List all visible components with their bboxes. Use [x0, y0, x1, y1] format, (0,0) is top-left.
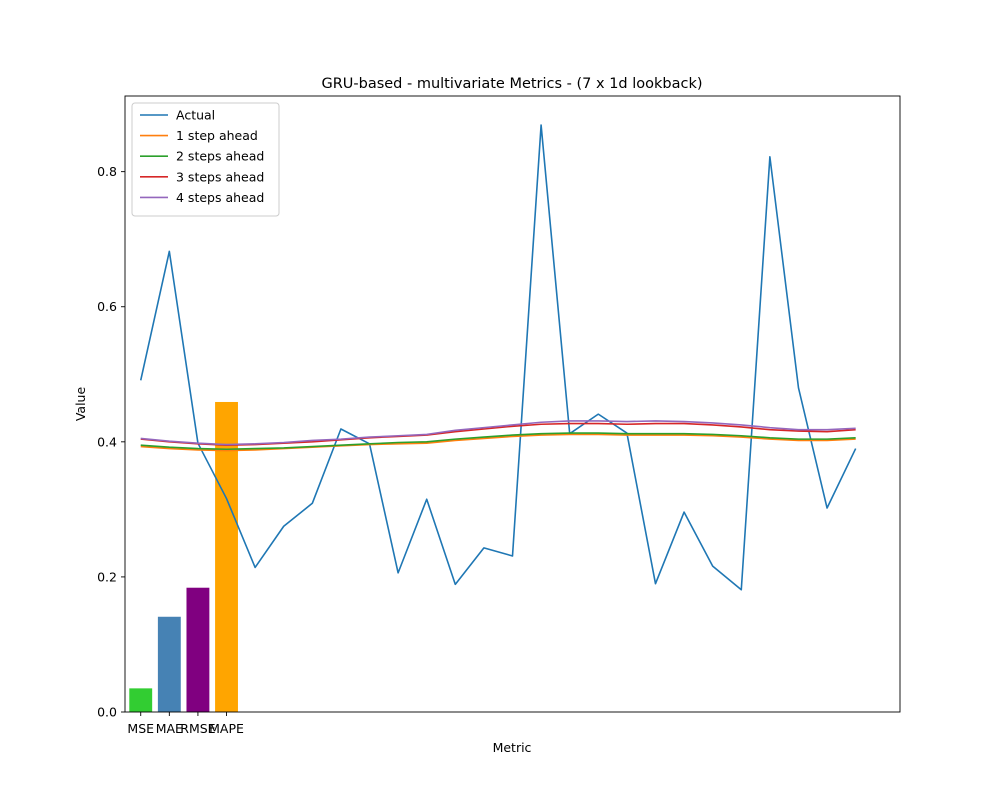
legend-box: [131, 102, 280, 217]
x-tick-label: MAPE: [209, 721, 244, 736]
bar-mae: [157, 616, 181, 712]
x-tick-label: RMSE: [180, 721, 215, 736]
series-line-3: [140, 432, 856, 451]
y-tick-label: 0.8: [97, 164, 117, 179]
x-tick-label: MSE: [127, 721, 154, 736]
legend-label-4: 3 steps ahead: [176, 169, 264, 184]
y-tick-label: 0.4: [97, 434, 117, 449]
x-tick-label: MAE: [156, 721, 183, 736]
legend-label-5: 4 steps ahead: [176, 190, 264, 205]
bar-mape: [215, 401, 238, 712]
x-axis-label: Metric: [493, 740, 532, 755]
y-tick-label: 0.6: [97, 299, 117, 314]
legend-label-1: Actual: [176, 108, 215, 123]
series-line-1: [139, 124, 857, 591]
chart-title: GRU-based - multivariate Metrics - (7 x …: [321, 76, 702, 92]
legend-label-2: 1 step ahead: [176, 128, 258, 143]
series-line-2: [140, 433, 856, 452]
bar-rmse: [186, 587, 210, 712]
series-line-5: [140, 420, 856, 446]
y-axis-label: Value: [73, 387, 88, 422]
bar-mse: [129, 688, 153, 712]
y-tick-label: 0.2: [97, 569, 117, 584]
y-tick-label: 0.0: [97, 705, 117, 720]
legend-label-3: 2 steps ahead: [176, 149, 264, 164]
axes-frame: [124, 95, 901, 713]
